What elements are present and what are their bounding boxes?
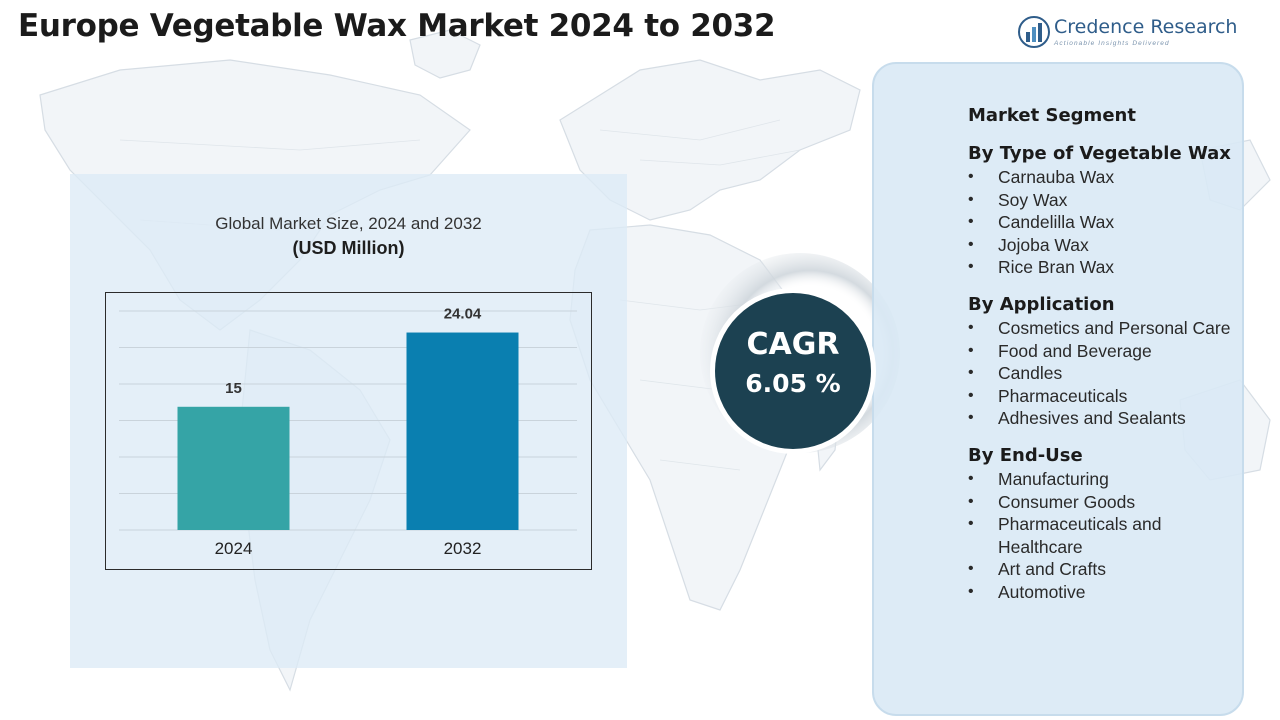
segment-list: Carnauba Wax Soy Wax Candelilla Wax Jojo… <box>968 166 1236 279</box>
bar-chart: 15 2024 24.04 2032 <box>105 292 592 570</box>
list-item: Rice Bran Wax <box>968 256 1236 279</box>
list-item: Art and Crafts <box>968 558 1236 581</box>
cagr-badge: CAGR 6.05 % <box>710 288 876 454</box>
list-item: Carnauba Wax <box>968 166 1236 189</box>
market-segment-panel: Market Segment By Type of Vegetable Wax … <box>872 62 1244 716</box>
bar-chart-logo-icon <box>1018 16 1050 48</box>
segment-heading: By Application <box>968 293 1115 315</box>
segment-panel-title: Market Segment <box>968 105 1136 126</box>
list-item: Pharmaceuticals <box>968 385 1236 408</box>
tick-label-2032: 2032 <box>444 539 482 558</box>
data-label-2032: 24.04 <box>444 306 482 323</box>
list-item: Cosmetics and Personal Care <box>968 317 1236 340</box>
bar-2032 <box>406 332 519 530</box>
segment-group-type: By Type of Vegetable Wax Carnauba Wax So… <box>968 142 1236 279</box>
list-item: Candles <box>968 362 1236 385</box>
list-item: Manufacturing <box>968 468 1236 491</box>
segment-list: Cosmetics and Personal Care Food and Bev… <box>968 317 1236 430</box>
list-item: Consumer Goods <box>968 491 1236 514</box>
chart-subtitle: (USD Million) <box>292 238 405 258</box>
chart-title: Global Market Size, 2024 and 2032 <box>215 214 482 233</box>
data-label-2024: 15 <box>225 380 242 397</box>
bar-2024 <box>177 406 290 530</box>
cagr-value: 6.05 % <box>745 369 841 398</box>
list-item: Automotive <box>968 581 1236 604</box>
list-item: Jojoba Wax <box>968 234 1236 257</box>
segment-heading: By End-Use <box>968 444 1083 466</box>
segment-heading: By Type of Vegetable Wax <box>968 143 1231 164</box>
tick-label-2024: 2024 <box>215 539 253 558</box>
list-item: Adhesives and Sealants <box>968 407 1236 430</box>
list-item: Food and Beverage <box>968 340 1236 363</box>
segment-group-application: By Application Cosmetics and Personal Ca… <box>968 293 1236 430</box>
logo-tagline: Actionable Insights Delivered <box>1054 40 1170 47</box>
list-item: Soy Wax <box>968 189 1236 212</box>
segment-list: Manufacturing Consumer Goods Pharmaceuti… <box>968 468 1236 604</box>
credence-research-logo: Credence Research Actionable Insights De… <box>1018 14 1238 50</box>
list-item: Pharmaceuticals and Healthcare <box>968 513 1236 558</box>
chart-frame <box>105 292 592 570</box>
list-item: Candelilla Wax <box>968 211 1236 234</box>
segment-group-end-use: By End-Use Manufacturing Consumer Goods … <box>968 444 1236 604</box>
page-title: Europe Vegetable Wax Market 2024 to 2032 <box>18 8 776 44</box>
cagr-label: CAGR <box>746 327 840 362</box>
chart-panel: Global Market Size, 2024 and 2032 (USD M… <box>70 174 627 668</box>
logo-name: Credence Research <box>1054 16 1238 38</box>
